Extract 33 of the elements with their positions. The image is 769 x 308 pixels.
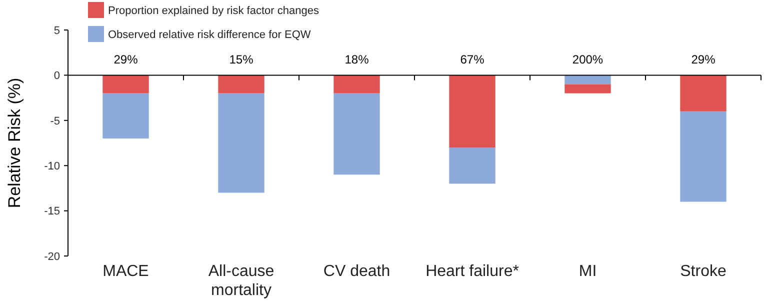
bar [334,93,380,175]
annotation: 15% [229,52,254,66]
bar [564,75,611,84]
annotation: 29% [114,52,138,66]
y-tick-label: -20 [44,250,60,263]
bar [564,84,611,94]
x-tick-label: MACE [102,263,149,280]
y-tick-label: -5 [50,115,60,128]
annotation: 67% [460,52,485,66]
bar [218,93,264,193]
x-tick-label: Stroke [680,263,726,280]
bar [449,75,496,148]
x-tick-label: All-cause mortality [208,263,274,299]
annotation: 200% [572,52,604,66]
bar [334,75,380,94]
x-tick-label: Heart failure* [426,263,519,280]
annotation: 18% [344,52,370,66]
bar [218,75,264,94]
bar [680,75,726,112]
annotation: 29% [691,52,716,66]
legend-label: Proportion explained by risk factor changes [108,4,320,17]
bar [680,111,726,202]
y-tick-label: -10 [44,160,60,172]
y-tick-label: -15 [44,206,60,218]
y-tick-label: 5 [54,24,60,37]
x-tick-label: CV death [323,263,390,280]
legend-label: Observed relative risk difference for EQW [108,28,312,41]
y-axis-title: Relative Risk (%) [5,78,24,208]
bar [102,93,149,138]
x-tick-label: MI [578,263,597,280]
y-tick-label: 0 [54,70,60,82]
bar [449,148,496,184]
bar [102,75,149,94]
